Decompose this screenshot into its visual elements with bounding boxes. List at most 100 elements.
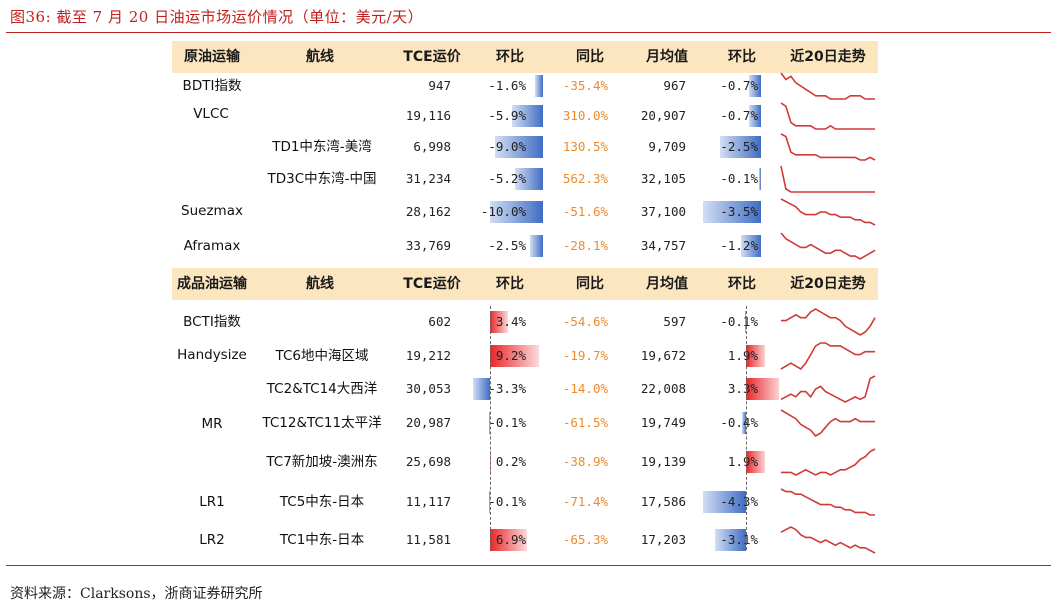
crude-row-2-trend-sparkline-line	[780, 133, 876, 161]
product-row-3-tce-value: 20,987	[405, 415, 451, 430]
crude-row-5-avg-mom-value: -1.2%	[720, 238, 758, 253]
product-row-3-route-label: TC12&TC11太平洋	[262, 415, 382, 431]
figure-source: 资料来源：Clarksons，浙商证券研究所	[10, 586, 263, 602]
product-row-1-group-label: Handysize	[177, 347, 247, 363]
crude-row-1-tce-mom-value: -5.9%	[488, 108, 526, 123]
crude-row-0-avg-mom-bar	[749, 75, 761, 97]
crude-row-4-avg-mom-value: -3.5%	[720, 204, 758, 219]
product-row-2-avg-value: 22,008	[640, 381, 686, 396]
crude-row-5-group-label: Aframax	[183, 238, 241, 254]
product-row-0-avg-mom-bar	[745, 311, 746, 333]
crude-row-3-avg-value: 32,105	[640, 171, 686, 186]
crude-row-5-trend-sparkline	[780, 232, 876, 260]
product-row-4-tce-mom-value: 0.2%	[495, 454, 526, 469]
product-hdr-avg-mom: 环比	[728, 276, 756, 292]
product-row-3-trend-sparkline-line	[780, 409, 875, 438]
product-row-3-avg-mom-bar	[742, 412, 746, 434]
crude-row-2-trend-sparkline	[780, 133, 876, 161]
product-row-5-avg-mom-bar	[703, 491, 746, 513]
crude-row-1-avg-mom-bar	[749, 105, 761, 127]
crude-row-0-trend-sparkline-line	[780, 72, 875, 100]
product-hdr-tce-mom: 环比	[496, 276, 524, 292]
product-row-6-tce-mom-bar	[490, 529, 527, 551]
product-row-2-yoy-value: -14.0%	[562, 381, 608, 396]
product-row-0-tce-mom-value: 3.4%	[495, 314, 526, 329]
product-row-0-avg-mom-value: -0.1%	[720, 314, 758, 329]
crude-row-1-yoy-value: 310.0%	[562, 108, 608, 123]
crude-row-2-avg-mom-value: -2.5%	[720, 139, 758, 154]
product-row-4-yoy-value: -38.9%	[562, 454, 608, 469]
product-row-3-group-label: MR	[201, 416, 223, 432]
crude-hdr-avg: 月均值	[646, 49, 688, 65]
crude-row-2-tce-mom-value: -9.0%	[488, 139, 526, 154]
product-row-6-avg-mom-value: -3.1%	[720, 532, 758, 547]
crude-row-3-avg-mom-bar	[759, 168, 761, 190]
product-hdr-trend: 近20日走势	[790, 276, 866, 292]
product-row-6-tce-value: 11,581	[405, 532, 451, 547]
crude-row-1-tce-value: 19,116	[405, 108, 451, 123]
crude-row-3-route-label: TD3C中东湾-中国	[267, 171, 377, 187]
product-row-1-trend-sparkline	[780, 342, 875, 371]
product-row-2-tce-mom-value: -3.3%	[488, 381, 526, 396]
crude-row-5-avg-mom-bar	[741, 235, 761, 257]
product-row-4-trend-sparkline-line	[781, 448, 876, 476]
product-row-2-route-label: TC2&TC14大西洋	[266, 381, 378, 397]
crude-row-3-trend-sparkline	[780, 165, 875, 193]
product-row-5-tce-value: 11,117	[405, 494, 451, 509]
product-row-6-trend-sparkline	[780, 526, 876, 554]
crude-header-row	[172, 41, 878, 73]
crude-row-1-trend-sparkline	[780, 102, 875, 130]
product-row-3-tce-mom-value: -0.1%	[488, 415, 526, 430]
crude-row-4-avg-value: 37,100	[640, 204, 686, 219]
crude-hdr-yoy: 同比	[576, 49, 604, 65]
product-header-row	[172, 268, 878, 300]
product-row-2-tce-value: 30,053	[405, 381, 451, 396]
crude-row-0-avg-mom-value: -0.7%	[720, 78, 758, 93]
crude-row-0-tce-mom-bar	[534, 75, 543, 97]
product-row-1-tce-mom-bar	[490, 345, 539, 367]
crude-hdr-category: 原油运输	[184, 49, 240, 65]
product-row-4-avg-mom-bar	[746, 451, 765, 473]
crude-row-2-tce-mom-bar	[495, 136, 543, 158]
crude-row-2-yoy-value: 130.5%	[562, 139, 608, 154]
product-row-4-avg-value: 19,139	[640, 454, 686, 469]
product-row-1-avg-mom-value: 1.9%	[727, 348, 758, 363]
crude-row-3-tce-mom-value: -5.2%	[488, 171, 526, 186]
crude-row-3-tce-mom-bar	[515, 168, 543, 190]
crude-row-4-tce-value: 28,162	[405, 204, 451, 219]
crude-row-0-tce-value: 947	[428, 78, 451, 93]
product-hdr-category: 成品油运输	[177, 276, 247, 292]
crude-row-5-yoy-value: -28.1%	[562, 238, 608, 253]
product-row-5-tce-mom-value: -0.1%	[488, 494, 526, 509]
crude-row-0-avg-value: 967	[663, 78, 686, 93]
crude-hdr-trend: 近20日走势	[790, 49, 866, 65]
product-row-0-trend-sparkline-line	[781, 308, 876, 336]
product-row-6-trend-sparkline-line	[780, 526, 876, 554]
crude-row-3-avg-mom-value: -0.1%	[720, 171, 758, 186]
product-row-1-tce-value: 19,212	[405, 348, 451, 363]
crude-row-1-tce-mom-bar	[511, 105, 543, 127]
product-row-2-avg-mom-bar	[746, 378, 779, 400]
product-row-0-tce-mom-bar	[490, 311, 509, 333]
product-row-3-avg-value: 19,749	[640, 415, 686, 430]
crude-row-3-yoy-value: 562.3%	[562, 171, 608, 186]
product-row-1-avg-mom-bar	[746, 345, 765, 367]
crude-row-1-group-label: VLCC	[193, 106, 229, 122]
product-row-1-tce-mom-value: 9.2%	[495, 348, 526, 363]
product-avg-mom-axis	[746, 306, 747, 550]
crude-row-1-avg-value: 20,907	[640, 108, 686, 123]
product-row-0-yoy-value: -54.6%	[562, 314, 608, 329]
product-row-1-yoy-value: -19.7%	[562, 348, 608, 363]
crude-row-1-trend-sparkline-line	[780, 102, 875, 130]
product-row-5-trend-sparkline-line	[780, 488, 875, 516]
crude-row-2-avg-mom-bar	[719, 136, 761, 158]
crude-row-4-trend-sparkline	[780, 198, 876, 226]
crude-row-2-avg-value: 9,709	[648, 139, 686, 154]
product-row-4-tce-value: 25,698	[405, 454, 451, 469]
product-row-0-tce-value: 602	[428, 314, 451, 329]
crude-row-5-avg-value: 34,757	[640, 238, 686, 253]
crude-hdr-tce-mom: 环比	[496, 49, 524, 65]
crude-row-4-group-label: Suezmax	[181, 203, 243, 219]
crude-row-4-yoy-value: -51.6%	[562, 204, 608, 219]
crude-row-4-tce-mom-bar	[490, 201, 543, 223]
